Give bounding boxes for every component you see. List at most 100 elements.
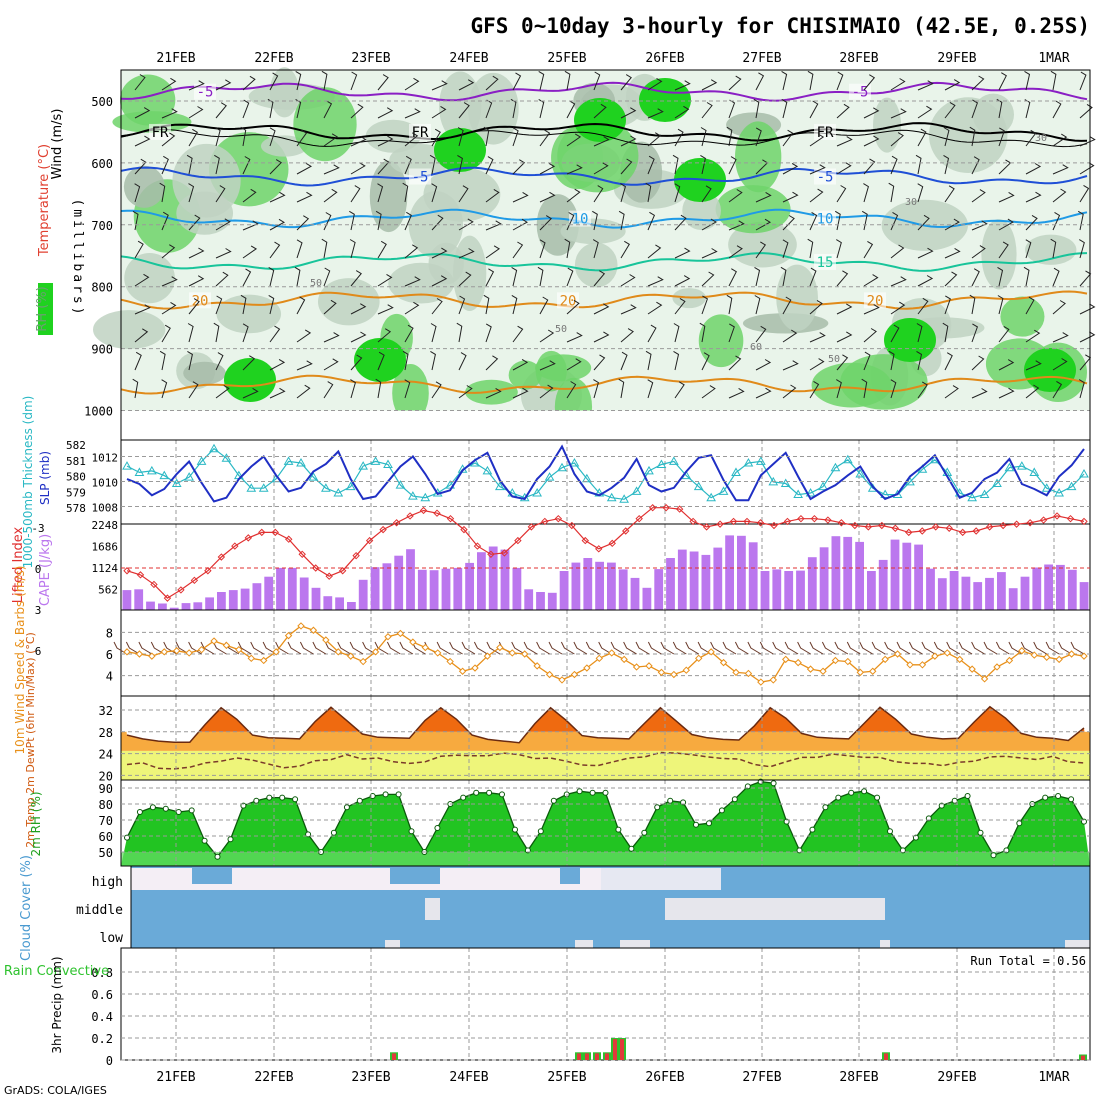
- precip-tick-0.2: 0.2: [91, 1032, 113, 1046]
- wind-speed-point-12: [272, 648, 280, 656]
- lifted-index-point-40: [662, 504, 670, 512]
- rh-blob-39: [260, 135, 308, 157]
- temperature-panel: 32 28 24 20: [99, 695, 1091, 783]
- thickness-point-68: [967, 492, 978, 502]
- upper-wind-barb-2-24: [782, 129, 794, 147]
- rh-bright-2: [574, 98, 626, 142]
- upper-wind-barb-9-4: [242, 323, 249, 343]
- rh2m-point-53: [809, 826, 816, 833]
- wind-speed-point-46: [695, 654, 703, 663]
- upper-wind-barb-3-18: [620, 158, 633, 175]
- rh2m-point-20: [382, 791, 389, 798]
- upper-wind-barb-7-19: [647, 276, 664, 287]
- upper-wind-barb-5-11: [431, 214, 444, 231]
- rh-blob-0: [574, 242, 618, 288]
- upper-wind-barb-9-20: [673, 323, 680, 343]
- upper-wind-barb-8-6: [296, 296, 306, 315]
- upper-wind-barb-9-2: [187, 323, 194, 343]
- isotherm-label-bg-3-0: [569, 210, 591, 227]
- upper-wind-barb-4-8: [350, 185, 361, 203]
- lifted-tick-0: 0: [35, 563, 42, 576]
- cape-bar-81: [1079, 582, 1089, 610]
- cape-bar-51: [725, 535, 734, 610]
- upper-wind-barb-3-20: [672, 154, 679, 175]
- upper-wind-barb-5-9: [375, 210, 382, 231]
- date-label-bottom-21FEB: 21FEB: [156, 1070, 195, 1085]
- upper-wind-barb-8-19: [647, 301, 663, 315]
- wind-barb-77: [1070, 641, 1085, 655]
- upper-wind-barb-3-34: [1052, 164, 1069, 175]
- upper-wind-barb-9-28: [890, 324, 900, 343]
- cape-bar-62: [855, 541, 864, 610]
- temp-above-mask: [121, 696, 1090, 743]
- thickness-point-36: [569, 457, 580, 467]
- wind-speed-point-33: [533, 662, 541, 670]
- cape-bar-44: [642, 587, 652, 610]
- upper-wind-barb-8-1: [161, 301, 177, 315]
- slp-label-left: 1000-500mb Thickness (dm): [21, 396, 35, 569]
- upper-wind-barb-7-8: [350, 270, 362, 287]
- upper-wind-barb-3-17: [593, 162, 609, 175]
- thickness-point-13: [283, 456, 294, 465]
- cape-bar-69: [937, 578, 947, 610]
- upper-wind-barb-1-11: [431, 105, 447, 119]
- upper-wind-barb-0-13: [485, 75, 499, 91]
- upper-wind-barb-2-1: [161, 132, 176, 147]
- upper-wind-barb-4-19: [645, 182, 652, 203]
- cape-bar-75: [1008, 588, 1018, 610]
- thickness-point-5: [184, 472, 195, 481]
- lifted-index-point-31: [541, 517, 549, 526]
- upper-wind-barb-10-15: [539, 360, 556, 371]
- rh2m-point-46: [718, 807, 725, 814]
- wind-speed-point-17: [334, 648, 342, 656]
- upper-wind-barb-3-16: [566, 164, 583, 175]
- upper-wind-barb-5-4: [242, 220, 259, 231]
- upper-wind-barb-6-29: [917, 247, 934, 259]
- upper-wind-barb-0-15: [538, 70, 545, 91]
- wind-speed-point-59: [856, 668, 864, 677]
- cape-bar-66: [902, 542, 912, 610]
- upper-wind-barb-1-25: [809, 100, 819, 119]
- temp-tick-28: 28: [99, 726, 113, 740]
- upper-wind-barb-6-35: [1079, 239, 1085, 259]
- upper-wind-barb-9-1: [161, 324, 171, 343]
- cape-bar-35: [536, 592, 545, 610]
- lifted-index-point-20: [392, 519, 401, 527]
- wind-speed-point-67: [956, 655, 964, 664]
- wind-barb-14: [287, 641, 302, 655]
- upper-wind-barb-8-3: [215, 295, 223, 315]
- upper-wind-barb-7-32: [997, 266, 1004, 287]
- wind-speed-point-51: [757, 678, 765, 686]
- cape-bar-0: [122, 590, 132, 610]
- upper-wind-barb-3-11: [429, 154, 436, 175]
- isotherm-label-bg-2-0: [409, 168, 431, 185]
- wind-barb-27: [449, 641, 463, 655]
- thickness-tick-581: 581: [66, 455, 86, 468]
- cape-bar-36: [547, 592, 557, 610]
- upper-wind-barb-10-31: [971, 355, 985, 371]
- upper-wind-barb-4-11: [431, 183, 438, 203]
- upper-wind-barb-1-2: [188, 106, 204, 119]
- upper-wind-barb-6-4: [242, 245, 258, 259]
- cape-bar-7: [205, 597, 214, 610]
- upper-wind-barb-1-17: [593, 103, 607, 119]
- legend-rh-swatch: [38, 283, 53, 335]
- upper-wind-barb-9-17: [593, 331, 610, 343]
- rh2m-point-16: [330, 829, 337, 836]
- cloud-middle-patch-0: [425, 898, 440, 920]
- upper-wind-barb-7-15: [537, 266, 544, 287]
- wind-speed-point-47: [707, 648, 715, 656]
- upper-wind-barb-11-33: [1025, 384, 1040, 399]
- rh2m-point-4: [175, 809, 182, 815]
- cape-bar-67: [914, 544, 923, 610]
- lifted-index-point-55: [864, 523, 873, 531]
- wind-speed-point-77: [1080, 652, 1088, 660]
- wind-speed-point-53: [782, 655, 790, 664]
- upper-wind-barb-9-26: [836, 331, 853, 343]
- upper-wind-barb-6-24: [782, 239, 789, 259]
- cape-bar-28: [453, 567, 463, 610]
- upper-wind-barb-0-3: [215, 79, 232, 91]
- cape-tick-1124: 1124: [92, 562, 119, 575]
- upper-wind-barb-6-23: [755, 241, 767, 259]
- upper-wind-barb-8-20: [674, 297, 686, 315]
